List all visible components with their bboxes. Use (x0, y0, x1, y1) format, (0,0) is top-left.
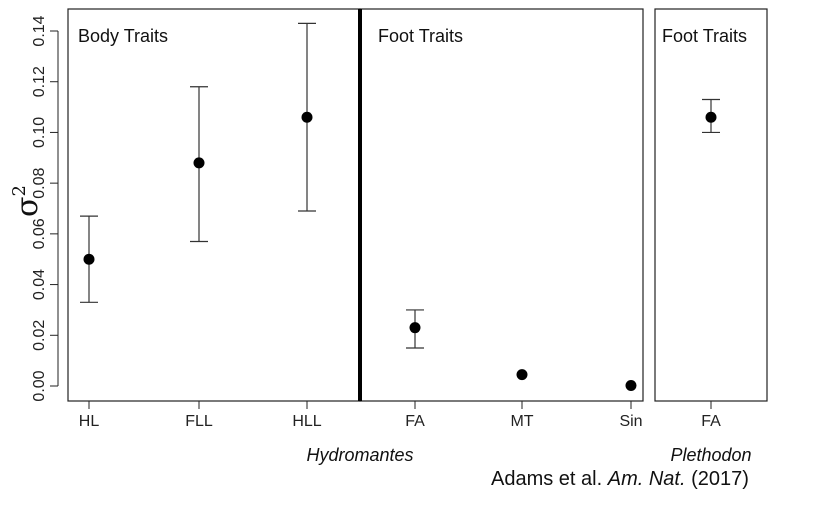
y-tick-label: 0.04 (31, 269, 48, 300)
y-tick-label: 0.06 (31, 218, 48, 249)
x-tick-label: FA (701, 413, 721, 430)
group-label-hydromantes: Hydromantes (306, 445, 413, 465)
citation-year: (2017) (691, 468, 749, 490)
x-tick-label: Sin (619, 413, 642, 430)
y-tick-label: 0.08 (31, 167, 48, 198)
y-tick-label: 0.02 (31, 320, 48, 351)
x-tick-label: HLL (292, 413, 321, 430)
citation-journal: Am. Nat. (607, 468, 686, 490)
y-tick-label: 0.14 (31, 15, 48, 46)
data-point-fa (705, 111, 717, 123)
citation-authors: Adams et al. (491, 468, 603, 490)
y-tick-label: 0.00 (31, 370, 48, 401)
data-point-hl (83, 253, 95, 265)
x-tick-label: FLL (185, 413, 213, 430)
data-point-fll (193, 157, 205, 169)
group-label-plethodon: Plethodon (670, 445, 751, 465)
data-point-sin (625, 379, 637, 391)
x-tick-label: FA (405, 413, 425, 430)
x-tick-label: HL (79, 413, 100, 430)
y-axis-title-superscript: 2 (9, 185, 30, 196)
panel-frame-2 (654, 8, 768, 402)
citation: Adams et al. Am. Nat. (2017) (491, 468, 749, 491)
panel-frame-1 (359, 8, 644, 402)
y-tick-label: 0.12 (31, 66, 48, 97)
panel-title-1: Foot Traits (378, 26, 463, 46)
panel-frame-0 (67, 8, 361, 402)
panel-title-2: Foot Traits (662, 26, 747, 46)
data-point-mt (516, 369, 528, 381)
panel-title-0: Body Traits (78, 26, 168, 46)
data-point-hll (301, 111, 313, 123)
x-tick-label: MT (510, 413, 533, 430)
y-tick-label: 0.10 (31, 117, 48, 148)
data-point-fa (409, 322, 421, 334)
